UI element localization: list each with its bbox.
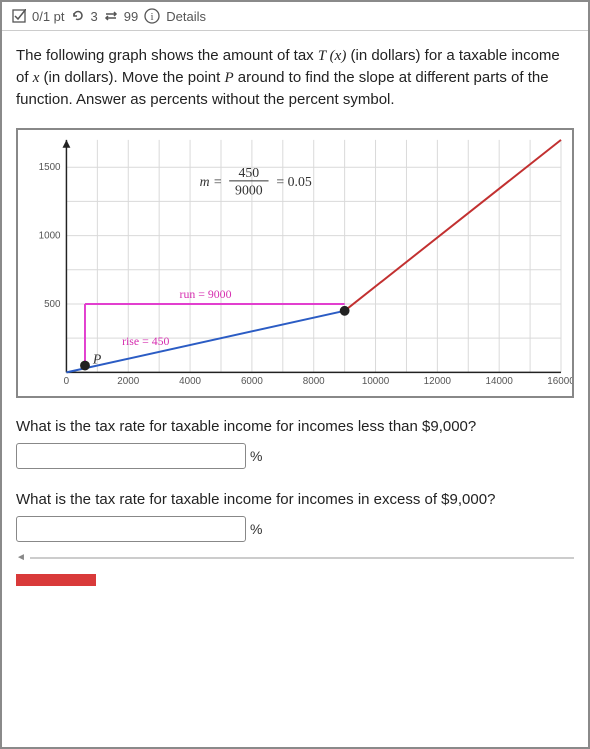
graph-area[interactable]: 0 2000 4000 6000 8000 10000 12000 14000 16000 500… — [16, 128, 574, 398]
svg-text:1500: 1500 — [39, 162, 61, 173]
info-icon[interactable]: i — [144, 8, 160, 24]
svg-text:6000: 6000 — [241, 376, 263, 387]
retry-icon — [71, 9, 85, 23]
question-1-text: What is the tax rate for taxable income … — [2, 406, 588, 439]
cycle-icon — [104, 9, 118, 23]
attempts-count: 99 — [124, 9, 138, 24]
svg-text:= 0.05: = 0.05 — [276, 174, 311, 189]
svg-text:14000: 14000 — [485, 376, 513, 387]
svg-text:rise = 450: rise = 450 — [122, 334, 169, 348]
svg-text:1000: 1000 — [39, 231, 61, 242]
svg-text:12000: 12000 — [424, 376, 452, 387]
svg-text:P: P — [92, 352, 102, 367]
answer-2-input[interactable] — [16, 516, 246, 542]
pct-unit-2: % — [250, 521, 262, 537]
problem-statement: The following graph shows the amount of … — [2, 31, 588, 120]
answer-2-row: % — [2, 512, 588, 552]
svg-text:9000: 9000 — [235, 183, 263, 198]
svg-text:4000: 4000 — [179, 376, 201, 387]
scroll-indicator[interactable] — [2, 552, 588, 566]
svg-text:450: 450 — [239, 165, 260, 180]
svg-text:2000: 2000 — [117, 376, 139, 387]
details-link[interactable]: Details — [166, 9, 206, 24]
math-T: T (x) — [318, 48, 346, 64]
svg-text:run = 9000: run = 9000 — [180, 287, 232, 301]
problem-container: 0/1 pt 3 99 i Details The following grap… — [0, 0, 590, 749]
svg-text:10000: 10000 — [362, 376, 390, 387]
answer-1-input[interactable] — [16, 443, 246, 469]
svg-text:i: i — [151, 11, 154, 23]
svg-text:m =: m = — [200, 174, 223, 189]
svg-text:16000: 16000 — [547, 376, 572, 387]
svg-text:500: 500 — [44, 299, 61, 310]
retries-count: 3 — [91, 9, 98, 24]
pct-unit-1: % — [250, 448, 262, 464]
submit-button[interactable] — [16, 574, 96, 586]
chart-svg: 0 2000 4000 6000 8000 10000 12000 14000 16000 500… — [18, 130, 572, 396]
question-2-text: What is the tax rate for taxable income … — [2, 479, 588, 512]
math-P: P — [224, 70, 233, 86]
answer-1-row: % — [2, 439, 588, 479]
checkbox-icon — [12, 9, 26, 23]
svg-text:0: 0 — [64, 376, 70, 387]
question-header: 0/1 pt 3 99 i Details — [2, 2, 588, 31]
svg-text:8000: 8000 — [303, 376, 325, 387]
points-label: 0/1 pt — [32, 9, 65, 24]
